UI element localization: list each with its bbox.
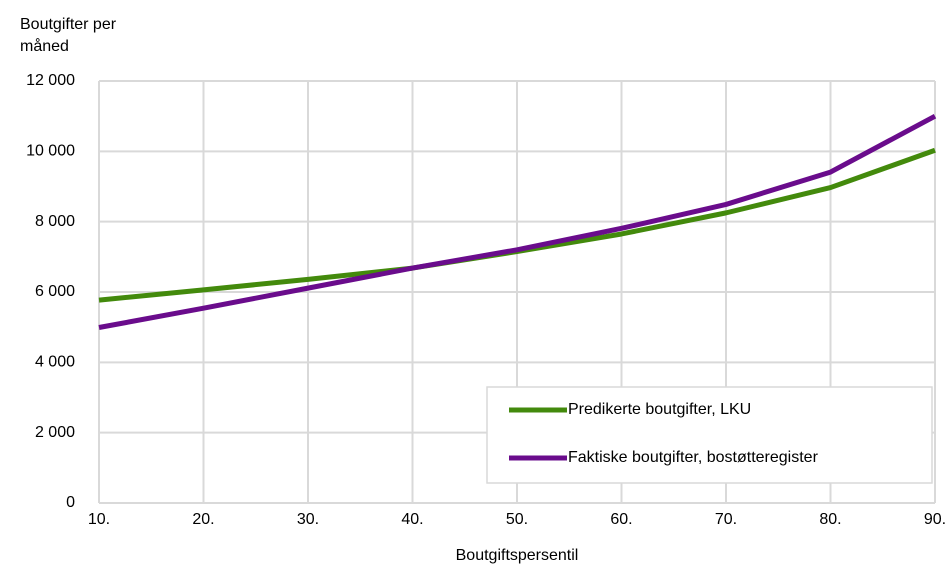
- y-tick-label: 0: [66, 494, 75, 511]
- x-tick-label: 90.: [924, 511, 946, 528]
- x-tick-label: 40.: [401, 511, 423, 528]
- legend-label: Faktiske boutgifter, bostøtteregister: [568, 449, 819, 466]
- x-tick-label: 10.: [88, 511, 110, 528]
- y-tick-label: 4 000: [35, 354, 75, 371]
- legend-box: [486, 386, 933, 484]
- y-tick-label: 10 000: [26, 143, 75, 160]
- x-tick-label: 20.: [192, 511, 214, 528]
- line-series: [98, 113, 937, 330]
- legend-label: Predikerte boutgifter, LKU: [568, 401, 751, 418]
- x-tick-label: 70.: [715, 511, 737, 528]
- y-tick-label: 12 000: [26, 72, 75, 89]
- y-tick-label: 2 000: [35, 424, 75, 441]
- y-tick-label: 8 000: [35, 213, 75, 230]
- y-tick-label: 6 000: [35, 283, 75, 300]
- y-axis-label: Boutgifter per måned: [20, 16, 117, 55]
- x-tick-label: 50.: [506, 511, 528, 528]
- x-tick-label: 30.: [297, 511, 319, 528]
- x-tick-label: 80.: [819, 511, 841, 528]
- x-axis-label: Boutgiftspersentil: [456, 547, 579, 564]
- x-tick-label: 60.: [610, 511, 632, 528]
